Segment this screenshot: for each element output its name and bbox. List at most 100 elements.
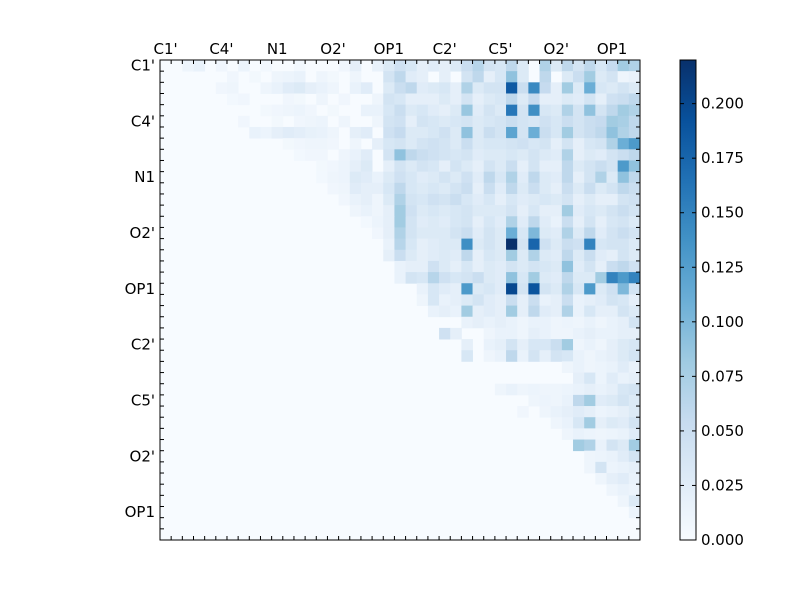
heatmap-cell bbox=[606, 406, 619, 418]
heatmap-cell bbox=[628, 216, 641, 228]
heatmap-cell bbox=[506, 104, 518, 117]
heatmap-cell bbox=[573, 93, 585, 106]
heatmap-cell bbox=[506, 205, 518, 217]
heatmap-cell bbox=[628, 327, 641, 340]
x-tick-label: C4' bbox=[209, 40, 233, 58]
heatmap-cell bbox=[628, 350, 641, 362]
heatmap-cell bbox=[427, 272, 440, 284]
heatmap-cell bbox=[573, 394, 585, 407]
heatmap-cell bbox=[293, 93, 306, 106]
heatmap-cell bbox=[561, 171, 574, 184]
heatmap-cell bbox=[573, 383, 585, 396]
heatmap-cell bbox=[483, 182, 496, 195]
heatmap-cell bbox=[461, 350, 473, 362]
heatmap-cell bbox=[383, 205, 395, 217]
heatmap-cell bbox=[450, 294, 462, 306]
heatmap-cell bbox=[528, 238, 540, 251]
heatmap-cell bbox=[539, 138, 552, 150]
heatmap-cell bbox=[573, 171, 585, 184]
heatmap-cell bbox=[628, 339, 641, 351]
heatmap-cell bbox=[349, 205, 362, 217]
heatmap-cell bbox=[215, 82, 228, 94]
heatmap-cell bbox=[405, 60, 418, 72]
y-tick-label: OP1 bbox=[125, 280, 155, 298]
heatmap-cell bbox=[528, 82, 540, 94]
heatmap-cell bbox=[584, 216, 596, 228]
heatmap-cell bbox=[584, 115, 596, 128]
heatmap-cell bbox=[550, 294, 563, 306]
heatmap-cell bbox=[461, 294, 473, 306]
heatmap-cell bbox=[506, 126, 518, 139]
heatmap-cell bbox=[617, 383, 630, 396]
heatmap-cell bbox=[450, 283, 462, 295]
heatmap-cell bbox=[506, 383, 518, 396]
heatmap-cell bbox=[439, 60, 451, 72]
heatmap-cell bbox=[561, 205, 574, 217]
heatmap-cell bbox=[561, 283, 574, 295]
heatmap-cell bbox=[595, 305, 607, 318]
heatmap-cell bbox=[360, 160, 373, 173]
heatmap-cell bbox=[517, 350, 529, 362]
heatmap-cell bbox=[327, 82, 340, 94]
heatmap-cell bbox=[617, 439, 630, 452]
heatmap-cell bbox=[506, 115, 518, 128]
heatmap-cell bbox=[349, 82, 362, 94]
heatmap-cell bbox=[528, 260, 540, 273]
heatmap-cell bbox=[360, 104, 373, 117]
heatmap-cell bbox=[528, 93, 540, 106]
heatmap-cell bbox=[450, 60, 462, 72]
heatmap-cell bbox=[606, 115, 619, 128]
heatmap-cell bbox=[617, 461, 630, 474]
heatmap-cell bbox=[617, 473, 630, 485]
heatmap-cell bbox=[450, 171, 462, 184]
heatmap-cell bbox=[617, 394, 630, 407]
heatmap-cell bbox=[606, 71, 619, 83]
heatmap-cell bbox=[483, 126, 496, 139]
heatmap-cell bbox=[550, 316, 563, 329]
colorbar-tick-label: 0.100 bbox=[701, 313, 744, 331]
heatmap-cell bbox=[305, 138, 317, 150]
heatmap-cell bbox=[506, 182, 518, 195]
heatmap-cell bbox=[494, 339, 507, 351]
heatmap-cell bbox=[573, 82, 585, 94]
heatmap-cell bbox=[595, 383, 607, 396]
heatmap-cell bbox=[461, 260, 473, 273]
heatmap-cell bbox=[606, 383, 619, 396]
heatmap-cell bbox=[573, 327, 585, 340]
heatmap-cell bbox=[383, 149, 395, 161]
heatmap-cell bbox=[439, 104, 451, 117]
colorbar-tick-label: 0.200 bbox=[701, 95, 744, 113]
heatmap-cell bbox=[472, 294, 485, 306]
heatmap-cell bbox=[316, 171, 328, 184]
heatmap-cell bbox=[472, 193, 485, 206]
heatmap-cell bbox=[628, 126, 641, 139]
heatmap-cell bbox=[338, 193, 351, 206]
heatmap-cell bbox=[450, 272, 462, 284]
heatmap-cell bbox=[617, 283, 630, 295]
heatmap-cell bbox=[539, 238, 552, 251]
heatmap-cell bbox=[372, 227, 384, 240]
heatmap-cell bbox=[528, 126, 540, 139]
heatmap-cell bbox=[383, 238, 395, 251]
heatmap-cell bbox=[628, 439, 641, 452]
heatmap-cell bbox=[528, 171, 540, 184]
heatmap-cell bbox=[595, 249, 607, 262]
heatmap-cell bbox=[606, 272, 619, 284]
x-tick-labels: C1' C4' N1 O2' OP1 C2' C5' O2' OP1 bbox=[154, 40, 628, 58]
heatmap-cell bbox=[628, 238, 641, 251]
heatmap-cell bbox=[561, 249, 574, 262]
heatmap-cell bbox=[506, 138, 518, 150]
heatmap-cell bbox=[305, 126, 317, 139]
heatmap-cell bbox=[461, 115, 473, 128]
heatmap-cell bbox=[416, 104, 429, 117]
heatmap-cell bbox=[416, 260, 429, 273]
heatmap-cell bbox=[517, 126, 529, 139]
heatmap-cell bbox=[215, 60, 228, 72]
heatmap-cell bbox=[405, 104, 418, 117]
heatmap-cell bbox=[494, 350, 507, 362]
heatmap-cell bbox=[461, 60, 473, 72]
heatmap-cell bbox=[506, 294, 518, 306]
heatmap-cell bbox=[305, 115, 317, 128]
heatmap-cell bbox=[506, 60, 518, 72]
heatmap-cell bbox=[573, 272, 585, 284]
